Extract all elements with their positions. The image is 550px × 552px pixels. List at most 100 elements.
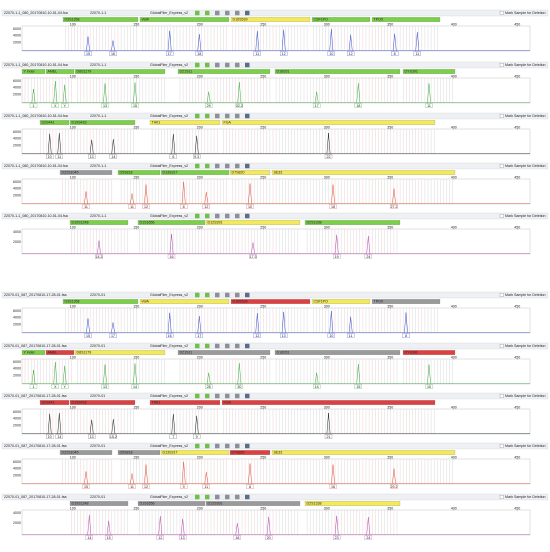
allele-box[interactable] bbox=[167, 254, 176, 259]
checkbox[interactable] bbox=[499, 11, 504, 15]
allele-box[interactable] bbox=[131, 384, 139, 389]
allele-box[interactable] bbox=[364, 535, 372, 540]
toolbar-button[interactable] bbox=[225, 213, 230, 219]
toolbar-button[interactable] bbox=[205, 393, 210, 399]
marker-bar[interactable] bbox=[139, 17, 230, 22]
allele-box[interactable] bbox=[354, 103, 362, 108]
marker-bar[interactable] bbox=[39, 120, 70, 125]
toolbar-button[interactable] bbox=[195, 343, 200, 349]
allele-box[interactable] bbox=[425, 384, 433, 389]
toolbar-button[interactable] bbox=[195, 393, 200, 399]
allele-box[interactable] bbox=[205, 384, 213, 389]
allele-box[interactable] bbox=[249, 254, 257, 259]
allele-box[interactable] bbox=[202, 204, 210, 209]
allele-box[interactable] bbox=[105, 535, 113, 540]
toolbar-button[interactable] bbox=[245, 163, 250, 169]
marker-bar[interactable] bbox=[74, 350, 166, 355]
marker-bar[interactable] bbox=[274, 69, 401, 74]
toolbar-button[interactable] bbox=[205, 343, 210, 349]
allele-box[interactable] bbox=[324, 154, 333, 159]
toolbar-button[interactable] bbox=[215, 213, 220, 219]
toolbar-button[interactable] bbox=[225, 163, 230, 169]
toolbar-button[interactable] bbox=[195, 163, 200, 169]
toolbar-button[interactable] bbox=[225, 343, 230, 349]
checkbox[interactable] bbox=[499, 495, 504, 499]
toolbar-button[interactable] bbox=[235, 494, 240, 500]
marker-bar[interactable] bbox=[149, 120, 221, 125]
allele-box[interactable] bbox=[390, 484, 398, 489]
allele-box[interactable] bbox=[193, 154, 201, 159]
allele-box[interactable] bbox=[61, 384, 69, 389]
allele-box[interactable] bbox=[202, 484, 210, 489]
checkbox[interactable] bbox=[499, 63, 504, 67]
marker-bar[interactable] bbox=[402, 350, 456, 355]
allele-box[interactable] bbox=[347, 51, 355, 56]
marker-bar[interactable] bbox=[274, 350, 401, 355]
marker-bar[interactable] bbox=[137, 501, 206, 506]
allele-box[interactable] bbox=[253, 333, 261, 338]
toolbar-button[interactable] bbox=[215, 443, 220, 449]
allele-box[interactable] bbox=[195, 333, 203, 338]
allele-box[interactable] bbox=[179, 535, 187, 540]
marker-bar[interactable] bbox=[45, 350, 75, 355]
toolbar-button[interactable] bbox=[235, 62, 240, 68]
marker-bar[interactable] bbox=[59, 170, 113, 175]
allele-box[interactable] bbox=[235, 384, 243, 389]
marker-bar[interactable] bbox=[69, 220, 129, 225]
allele-box[interactable] bbox=[128, 204, 136, 209]
marker-bar[interactable] bbox=[230, 17, 311, 22]
toolbar-button[interactable] bbox=[235, 213, 240, 219]
allele-box[interactable] bbox=[109, 154, 117, 159]
marker-bar[interactable] bbox=[69, 501, 129, 506]
allele-box[interactable] bbox=[329, 204, 337, 209]
allele-box[interactable] bbox=[101, 384, 109, 389]
allele-box[interactable] bbox=[195, 51, 203, 56]
marker-bar[interactable] bbox=[62, 17, 139, 22]
allele-box[interactable] bbox=[265, 535, 273, 540]
toolbar-button[interactable] bbox=[225, 443, 230, 449]
marker-bar[interactable] bbox=[304, 501, 401, 506]
toolbar-button[interactable] bbox=[195, 113, 200, 119]
marker-bar[interactable] bbox=[221, 120, 436, 125]
allele-box[interactable] bbox=[84, 333, 92, 338]
allele-box[interactable] bbox=[88, 434, 96, 439]
allele-box[interactable] bbox=[180, 204, 188, 209]
marker-bar[interactable] bbox=[205, 501, 301, 506]
checkbox[interactable] bbox=[499, 293, 504, 297]
marker-bar[interactable] bbox=[177, 350, 271, 355]
toolbar-button[interactable] bbox=[225, 62, 230, 68]
allele-box[interactable] bbox=[169, 154, 177, 159]
toolbar-button[interactable] bbox=[215, 393, 220, 399]
allele-box[interactable] bbox=[233, 535, 241, 540]
allele-box[interactable] bbox=[109, 51, 117, 56]
marker-bar[interactable] bbox=[311, 17, 371, 22]
allele-box[interactable] bbox=[246, 204, 254, 209]
toolbar-button[interactable] bbox=[235, 292, 240, 298]
allele-box[interactable] bbox=[324, 434, 333, 439]
toolbar-button[interactable] bbox=[205, 443, 210, 449]
allele-box[interactable] bbox=[82, 484, 90, 489]
allele-box[interactable] bbox=[235, 103, 243, 108]
allele-box[interactable] bbox=[29, 384, 38, 389]
allele-box[interactable] bbox=[109, 434, 117, 439]
marker-bar[interactable] bbox=[59, 450, 113, 455]
checkbox[interactable] bbox=[499, 114, 504, 118]
toolbar-button[interactable] bbox=[215, 10, 220, 16]
allele-box[interactable] bbox=[128, 484, 136, 489]
allele-box[interactable] bbox=[327, 333, 335, 338]
checkbox[interactable] bbox=[499, 214, 504, 218]
allele-box[interactable] bbox=[205, 103, 213, 108]
toolbar-button[interactable] bbox=[205, 10, 210, 16]
toolbar-button[interactable] bbox=[245, 393, 250, 399]
toolbar-button[interactable] bbox=[205, 113, 210, 119]
toolbar-button[interactable] bbox=[245, 213, 250, 219]
toolbar-button[interactable] bbox=[245, 10, 250, 16]
toolbar-button[interactable] bbox=[195, 62, 200, 68]
toolbar-button[interactable] bbox=[215, 163, 220, 169]
allele-box[interactable] bbox=[46, 434, 54, 439]
toolbar-button[interactable] bbox=[205, 62, 210, 68]
toolbar-button[interactable] bbox=[225, 113, 230, 119]
allele-box[interactable] bbox=[347, 333, 355, 338]
marker-bar[interactable] bbox=[177, 69, 271, 74]
allele-box[interactable] bbox=[313, 103, 321, 108]
